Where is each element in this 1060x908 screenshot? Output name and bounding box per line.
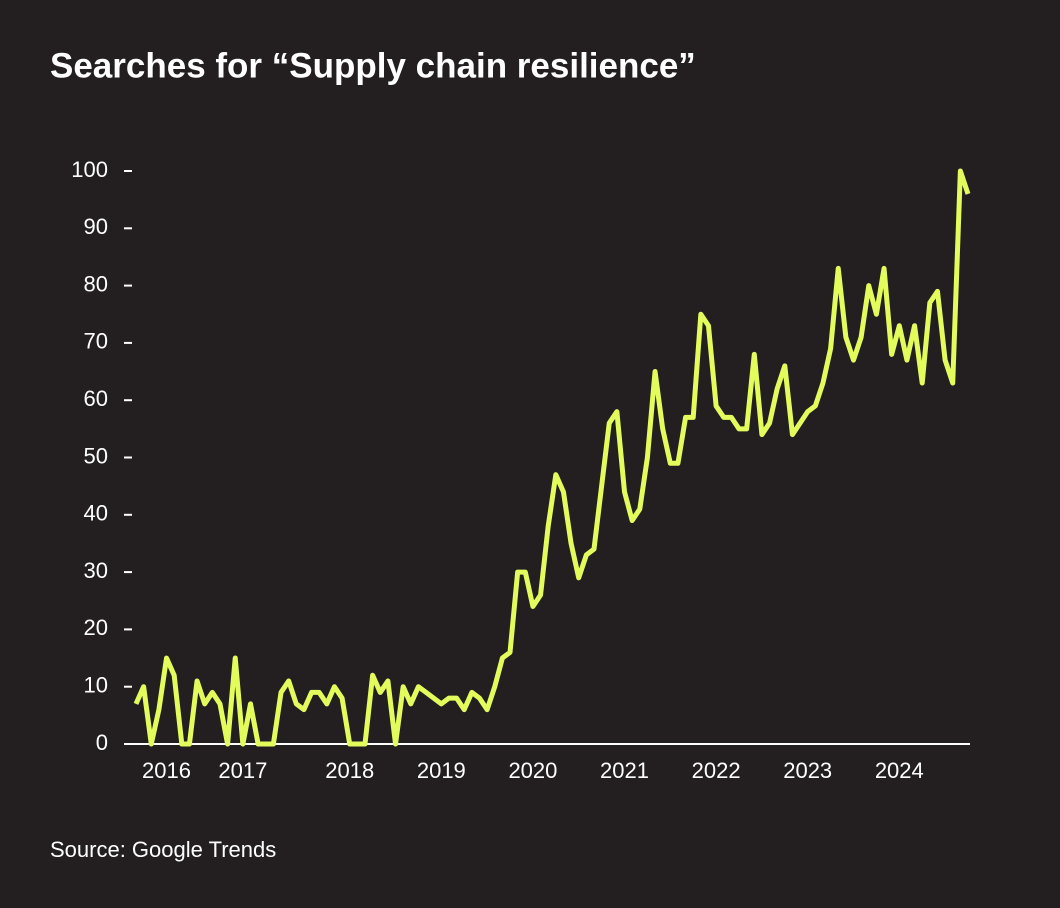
x-tick-label: 2017 [218, 758, 267, 783]
y-tick-label: 50 [84, 443, 108, 468]
x-tick-label: 2020 [508, 758, 557, 783]
y-tick-label: 90 [84, 214, 108, 239]
trend-line [133, 168, 971, 747]
x-tick-label: 2023 [783, 758, 832, 783]
y-tick-label: 10 [84, 673, 108, 698]
x-tick-label: 2022 [692, 758, 741, 783]
y-tick-label: 60 [84, 386, 108, 411]
x-tick-label: 2016 [142, 758, 191, 783]
source: Source: Google Trends [50, 837, 276, 862]
x-tick-label: 2019 [417, 758, 466, 783]
x-tick-label: 2021 [600, 758, 649, 783]
y-tick-label: 20 [84, 615, 108, 640]
y-tick-label: 40 [84, 501, 108, 526]
y-tick-label: 80 [84, 271, 108, 296]
chart-title: Searches for “Supply chain resilience” [50, 46, 696, 85]
x-tick-label: 2024 [875, 758, 924, 783]
x-tick-label: 2018 [325, 758, 374, 783]
y-tick-label: 100 [71, 157, 108, 182]
y-tick-label: 30 [84, 558, 108, 583]
y-tick-label: 70 [84, 329, 108, 354]
y-tick-label: 0 [96, 730, 108, 755]
